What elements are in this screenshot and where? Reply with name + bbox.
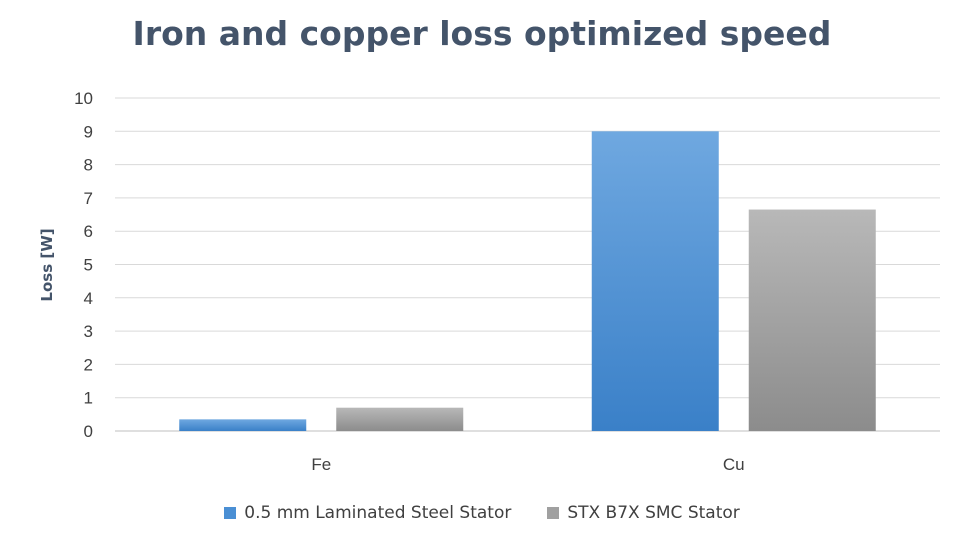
y-tick-label-10: 10: [74, 89, 93, 108]
legend-label-smc: STX B7X SMC Stator: [567, 503, 740, 523]
y-tick-label-2: 2: [84, 355, 93, 374]
chart-title: Iron and copper loss optimized speed: [132, 14, 832, 53]
legend-item-laminated: 0.5 mm Laminated Steel Stator: [224, 503, 511, 523]
legend-label-laminated: 0.5 mm Laminated Steel Stator: [244, 503, 512, 523]
y-tick-label-1: 1: [84, 389, 93, 408]
y-tick-label-9: 9: [84, 122, 93, 141]
x-category-label-fe: Fe: [311, 455, 331, 474]
y-axis-label: Loss [W]: [38, 228, 56, 301]
bar-cu-series-1: [591, 131, 719, 432]
y-tick-label-4: 4: [84, 289, 93, 308]
y-tick-label-6: 6: [84, 222, 93, 241]
bar-fe-series-1: [179, 419, 307, 431]
y-tick-label-8: 8: [84, 156, 93, 175]
y-tick-label-5: 5: [84, 256, 93, 275]
y-tick-label-3: 3: [84, 322, 93, 341]
x-category-label-cu: Cu: [723, 455, 745, 474]
chart-legend: 0.5 mm Laminated Steel Stator STX B7X SM…: [0, 503, 964, 523]
y-tick-label-7: 7: [84, 189, 93, 208]
bar-fe-series-2: [336, 407, 464, 431]
legend-item-smc: STX B7X SMC Stator: [547, 503, 740, 523]
y-tick-label-0: 0: [84, 422, 93, 441]
legend-swatch-smc: [547, 507, 560, 519]
legend-swatch-laminated: [224, 507, 237, 519]
bar-cu-series-2: [748, 209, 876, 431]
